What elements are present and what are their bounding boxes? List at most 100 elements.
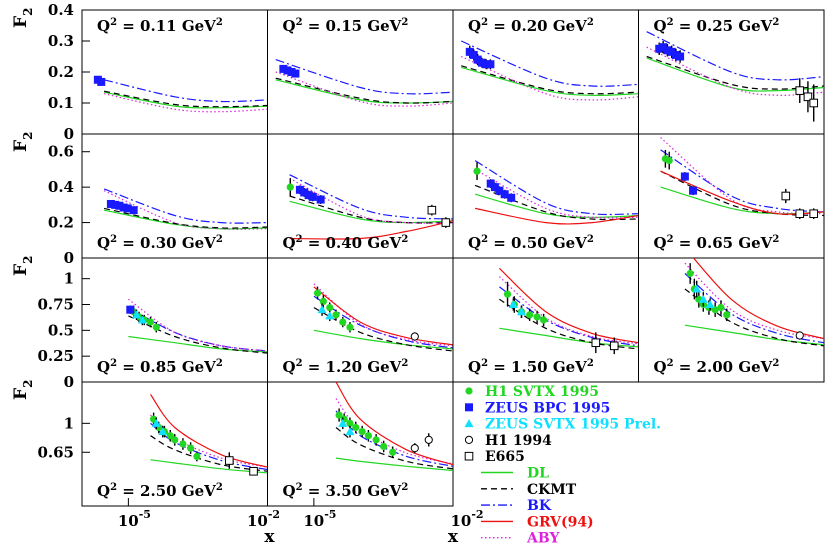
panel-plot-area <box>126 298 268 354</box>
y-axis-title-sub: 2 <box>21 8 35 16</box>
y-axis-title-main: F <box>11 388 31 400</box>
point-h1-svtx-1995 <box>380 442 388 451</box>
point-zeus-bpc-1995 <box>129 206 138 215</box>
curve-grv-94 <box>313 286 453 346</box>
point-zeus-bpc-1995 <box>304 191 313 200</box>
legend-label: E665 <box>485 449 525 465</box>
point-zeus-bpc-1995 <box>119 203 128 212</box>
point-h1-svtx-1995 <box>372 436 380 444</box>
y-axis-title-main: F <box>11 140 31 152</box>
legend-item-zeus-svtx-1995-prel: ZEUS SVTX 1995 Prel. <box>464 417 661 433</box>
point-e665 <box>591 338 601 348</box>
point-e665 <box>795 209 805 219</box>
panel-label-value: = 0.11 GeV <box>117 17 216 35</box>
panel-label: Q2 = 3.50 GeV2 <box>283 482 409 500</box>
point-h1-svtx-1995 <box>717 304 725 312</box>
y-axis-title-sub: 2 <box>21 132 35 140</box>
panel-plot-area <box>286 174 453 240</box>
panel-label-q: Q <box>283 358 296 376</box>
y-tick-label: 0.5 <box>48 321 74 339</box>
panel-q2-2-50: Q2 = 2.50 GeV2 <box>81 381 268 507</box>
panel-plot-area <box>275 59 453 107</box>
panel-label-sup: 2 <box>216 358 223 369</box>
legend-item-grv-94: GRV(94) <box>481 514 594 530</box>
point-h1-svtx-1995 <box>179 440 187 448</box>
curve-grv-94 <box>150 394 268 468</box>
y-tick-label: 0.2 <box>48 214 74 232</box>
curve-aby <box>684 262 824 340</box>
y-axis-title: F2 <box>11 8 35 28</box>
legend-label: ZEUS SVTX 1995 Prel. <box>485 417 661 433</box>
panel-q2-0-40: Q2 = 0.40 GeV2 <box>267 133 454 259</box>
curve-bk <box>275 59 453 95</box>
point-h1-svtx-1995 <box>526 311 534 319</box>
curve-bk <box>335 410 453 467</box>
panel-q2-0-11: Q2 = 0.11 GeV2 <box>81 9 268 135</box>
point-zeus-bpc-1995 <box>663 46 672 55</box>
point-h1-svtx-1995 <box>364 432 373 440</box>
point-e665 <box>795 86 805 95</box>
curve-ckmt <box>128 315 268 354</box>
panel-label-value: = 0.40 GeV <box>303 234 402 252</box>
curve-aby <box>275 71 453 107</box>
x-tick-exp: -5 <box>139 508 151 521</box>
curve-ckmt <box>103 207 268 229</box>
panel-plot-area <box>646 31 824 122</box>
y-tick-label: 0 <box>64 125 74 143</box>
curve-bk <box>103 188 268 224</box>
y-axis-row-3: 0.65 1 F2 <box>11 380 90 461</box>
curve-aby <box>313 283 453 347</box>
y-tick-label: 1 <box>64 414 74 432</box>
point-zeus-bpc-1995 <box>291 69 300 78</box>
panel-label-q: Q <box>283 234 296 252</box>
panel-label-value: = 2.50 GeV <box>117 482 216 500</box>
curve-dl <box>103 91 268 109</box>
panel-label-q: Q <box>468 234 481 252</box>
panel-label-sup: 2 <box>296 482 303 493</box>
panel-label-value: = 0.50 GeV <box>488 234 587 252</box>
panel-label-sup: 2 <box>772 358 779 369</box>
legend-label: GRV(94) <box>527 514 594 530</box>
panel-label-sup: 2 <box>296 358 303 369</box>
point-e665 <box>441 218 451 227</box>
point-h1-svtx-1995 <box>146 318 155 326</box>
y-axis-title-main: F <box>11 264 31 276</box>
point-zeus-bpc-1995 <box>486 60 495 69</box>
curve-dl <box>289 200 453 224</box>
y-tick-label: 0.4 <box>48 1 74 19</box>
x-axis-title: x <box>448 527 459 545</box>
panel-label-q: Q <box>654 234 667 252</box>
curve-aby <box>460 55 639 101</box>
panel-plot-area <box>684 258 824 347</box>
legend-label: H1 1994 <box>485 433 552 449</box>
point-h1-1994 <box>410 332 419 341</box>
y-tick-label: 0.25 <box>37 347 74 365</box>
legend-label: H1 SVTX 1995 <box>485 384 599 400</box>
panel-label: Q2 = 0.25 GeV2 <box>654 17 780 35</box>
y-axis-title: F2 <box>11 380 35 400</box>
point-zeus-svtx-1995-prel <box>698 294 708 303</box>
panel-label-sup: 2 <box>481 234 488 245</box>
panel-label-sup: 2 <box>481 17 488 28</box>
panel-plot-area <box>103 188 268 230</box>
x-tick-label-1e-2: 10-2 <box>450 508 483 530</box>
curve-ckmt <box>103 90 268 108</box>
point-h1-svtx-1995 <box>187 444 195 452</box>
point-h1-svtx-1995 <box>326 304 334 312</box>
panel-label-sup: 2 <box>216 234 223 245</box>
x-tick-base: 10 <box>118 512 139 530</box>
point-h1-1994 <box>795 331 804 340</box>
point-h1-svtx-1995 <box>346 419 354 427</box>
curve-bk <box>313 295 453 349</box>
point-zeus-bpc-1995 <box>111 200 120 209</box>
point-h1-svtx-1995 <box>339 318 347 326</box>
panel-label-value: = 0.25 GeV <box>674 17 773 35</box>
curve-ckmt <box>275 77 453 104</box>
panel-plot-area <box>150 394 268 476</box>
panel-q2-1-50: Q2 = 1.50 GeV2 <box>452 257 639 383</box>
x-tick-base: 10 <box>247 512 268 530</box>
point-e665 <box>224 456 234 465</box>
y-tick-label: 0.2 <box>48 63 74 81</box>
panel-label-sup: 2 <box>667 234 674 245</box>
point-zeus-svtx-1995-prel <box>325 311 335 320</box>
